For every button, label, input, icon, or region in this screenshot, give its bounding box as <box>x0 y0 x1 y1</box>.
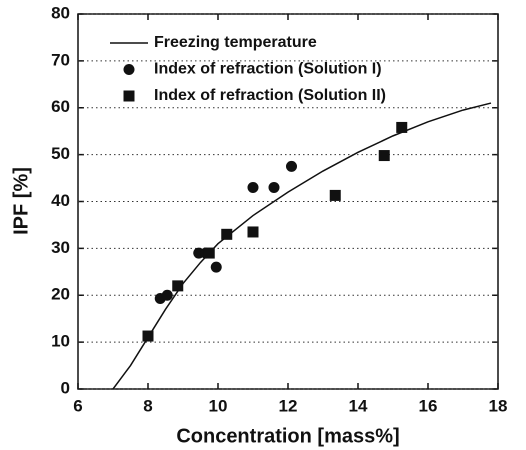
y-tick-label: 80 <box>51 3 70 22</box>
y-tick-label: 0 <box>61 378 70 397</box>
legend-label: Index of refraction (Solution I) <box>154 61 382 78</box>
x-tick-label: 6 <box>73 396 82 415</box>
point <box>210 261 222 273</box>
legend-label: Index of refraction (Solution II) <box>154 87 386 104</box>
legend-label: Freezing temperature <box>154 34 317 51</box>
y-tick-label: 30 <box>51 238 70 257</box>
y-tick-label: 70 <box>51 50 70 69</box>
y-tick-label: 50 <box>51 144 70 163</box>
y-axis-title: IPF [%] <box>10 167 32 235</box>
point <box>247 181 259 193</box>
x-tick-label: 14 <box>349 396 368 415</box>
y-tick-label: 10 <box>51 332 70 351</box>
legend-swatch <box>123 90 135 102</box>
point <box>161 289 173 301</box>
y-tick-label: 60 <box>51 97 70 116</box>
x-tick-label: 10 <box>209 396 228 415</box>
x-tick-label: 12 <box>279 396 298 415</box>
point <box>142 330 154 342</box>
x-tick-label: 16 <box>419 396 438 415</box>
point <box>172 280 184 292</box>
point <box>268 181 280 193</box>
x-tick-label: 8 <box>143 396 152 415</box>
point <box>247 226 259 238</box>
legend-swatch <box>123 64 135 75</box>
point <box>378 150 390 162</box>
point <box>203 247 215 259</box>
line <box>112 102 492 390</box>
x-axis-title: Concentration [mass%] <box>176 425 399 447</box>
y-tick-label: 20 <box>51 285 70 304</box>
y-tick-label: 40 <box>51 191 70 210</box>
point <box>329 189 341 201</box>
point <box>221 228 233 240</box>
point <box>396 121 408 133</box>
x-tick-label: 18 <box>489 396 508 415</box>
point <box>286 160 297 172</box>
